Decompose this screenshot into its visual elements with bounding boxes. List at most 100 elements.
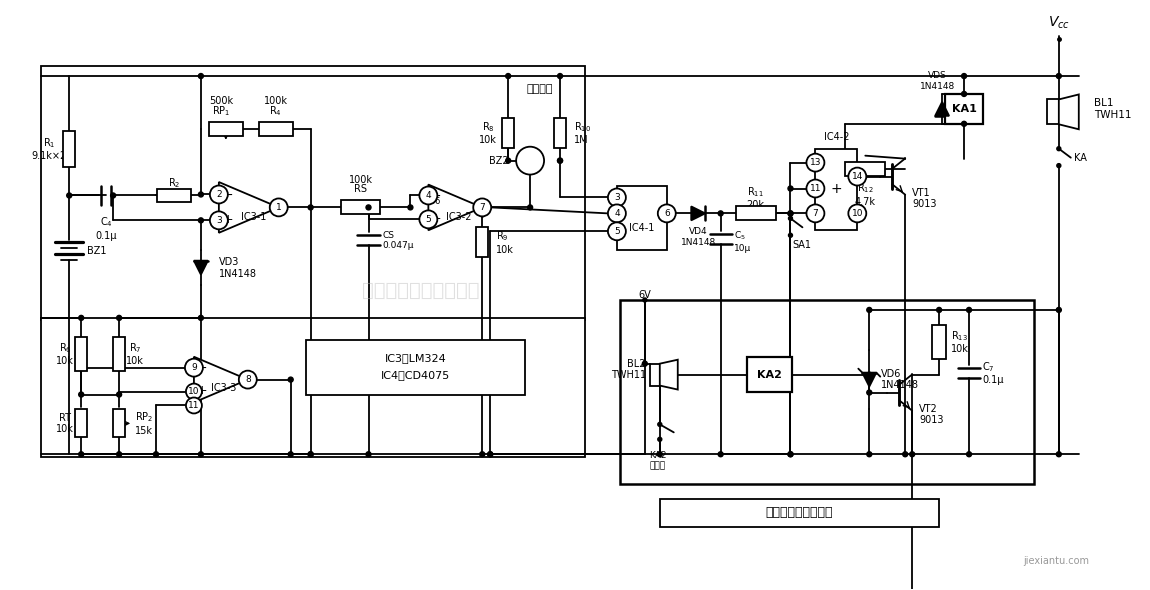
- Text: CS
0.047μ: CS 0.047μ: [383, 231, 414, 250]
- Text: 1: 1: [276, 203, 282, 212]
- Circle shape: [78, 452, 84, 457]
- Text: R$_4$: R$_4$: [269, 104, 282, 118]
- Text: 设在值班室内的报警: 设在值班室内的报警: [766, 506, 834, 519]
- Text: −: −: [431, 190, 442, 203]
- Bar: [845, 162, 886, 176]
- Text: KA1: KA1: [951, 104, 976, 114]
- Text: R$_7$
10k: R$_7$ 10k: [126, 341, 144, 366]
- Bar: [933, 325, 946, 359]
- Bar: [259, 122, 293, 136]
- Bar: [41, 66, 585, 320]
- Circle shape: [308, 205, 313, 210]
- Text: R$_{12}$
4.7k: R$_{12}$ 4.7k: [854, 182, 876, 207]
- Circle shape: [966, 452, 972, 457]
- Text: VT2
9013: VT2 9013: [919, 404, 944, 425]
- Circle shape: [718, 211, 723, 216]
- Text: 11: 11: [189, 401, 200, 410]
- Text: R$_8$
10k: R$_8$ 10k: [480, 120, 497, 146]
- Circle shape: [366, 205, 371, 210]
- Circle shape: [961, 122, 966, 126]
- Circle shape: [558, 158, 562, 163]
- Polygon shape: [218, 182, 278, 233]
- Circle shape: [199, 316, 204, 320]
- Bar: [340, 201, 381, 214]
- Circle shape: [867, 307, 872, 313]
- Text: IC4：CD4075: IC4：CD4075: [381, 369, 450, 379]
- Circle shape: [488, 452, 492, 457]
- Circle shape: [110, 193, 116, 198]
- Circle shape: [78, 316, 84, 320]
- Text: 6: 6: [664, 209, 669, 218]
- Text: RT
10k: RT 10k: [56, 412, 74, 434]
- Text: R$_1$
9.1k×2: R$_1$ 9.1k×2: [32, 136, 67, 162]
- Circle shape: [643, 298, 646, 302]
- Text: IC4-1: IC4-1: [629, 222, 654, 232]
- Circle shape: [199, 74, 204, 78]
- Bar: [41, 318, 585, 457]
- Text: VD3
1N4148: VD3 1N4148: [218, 257, 256, 279]
- Text: 9: 9: [191, 363, 197, 372]
- Circle shape: [867, 372, 872, 377]
- Polygon shape: [935, 102, 949, 116]
- Circle shape: [718, 452, 723, 457]
- Bar: [554, 118, 566, 148]
- Text: RP$_1$: RP$_1$: [212, 104, 230, 118]
- Circle shape: [78, 392, 84, 397]
- Circle shape: [528, 205, 532, 210]
- Bar: [945, 94, 983, 124]
- Text: 10: 10: [851, 209, 862, 218]
- Circle shape: [186, 398, 202, 414]
- Text: 杭州将智科技有限公司: 杭州将智科技有限公司: [361, 280, 480, 300]
- Circle shape: [961, 91, 966, 96]
- Circle shape: [658, 204, 676, 222]
- Circle shape: [849, 168, 866, 185]
- Polygon shape: [691, 206, 705, 220]
- Text: 3: 3: [614, 193, 620, 202]
- Text: +: +: [830, 182, 842, 196]
- Bar: [75, 409, 87, 437]
- Circle shape: [806, 179, 825, 198]
- Circle shape: [488, 452, 492, 457]
- Text: R$_{10}$
1M: R$_{10}$ 1M: [574, 120, 591, 146]
- Text: VDS
1N4148: VDS 1N4148: [920, 71, 954, 91]
- Circle shape: [408, 205, 413, 210]
- Text: R$_6$
10k: R$_6$ 10k: [56, 341, 74, 366]
- Text: RP$_2$
15k: RP$_2$ 15k: [135, 411, 153, 436]
- Text: IC3-3: IC3-3: [212, 382, 237, 392]
- Text: KA2
值班室: KA2 值班室: [649, 451, 667, 471]
- Circle shape: [420, 211, 437, 228]
- Text: VD4
1N4148: VD4 1N4148: [681, 227, 715, 247]
- Text: C$_7$
0.1μ: C$_7$ 0.1μ: [982, 360, 1004, 385]
- Polygon shape: [194, 357, 247, 402]
- Bar: [748, 357, 792, 392]
- Text: IC3-2: IC3-2: [445, 212, 472, 222]
- Circle shape: [186, 384, 202, 399]
- Bar: [1046, 100, 1059, 124]
- Text: 6: 6: [435, 197, 440, 206]
- Polygon shape: [194, 261, 208, 274]
- Circle shape: [1057, 452, 1061, 457]
- Text: R$_{11}$
20k: R$_{11}$ 20k: [746, 185, 765, 210]
- Text: 13: 13: [810, 158, 821, 167]
- Bar: [476, 227, 489, 257]
- Text: +: +: [223, 213, 233, 226]
- Circle shape: [239, 371, 256, 389]
- Text: $V_{cc}$: $V_{cc}$: [1048, 15, 1070, 31]
- Circle shape: [210, 211, 228, 230]
- Circle shape: [1057, 307, 1061, 313]
- Text: R$_9$
10k: R$_9$ 10k: [496, 230, 514, 255]
- Text: BL2
TWH11: BL2 TWH11: [611, 359, 646, 381]
- Bar: [503, 118, 514, 148]
- Text: 3: 3: [216, 216, 222, 225]
- Circle shape: [506, 74, 511, 78]
- Circle shape: [1057, 74, 1061, 78]
- Circle shape: [788, 211, 794, 216]
- Circle shape: [788, 211, 794, 216]
- Text: R$_{13}$
10k: R$_{13}$ 10k: [951, 329, 969, 355]
- Circle shape: [788, 452, 794, 457]
- Circle shape: [608, 204, 626, 222]
- Circle shape: [199, 218, 204, 223]
- Circle shape: [558, 158, 562, 163]
- Bar: [209, 122, 243, 136]
- Circle shape: [961, 74, 966, 78]
